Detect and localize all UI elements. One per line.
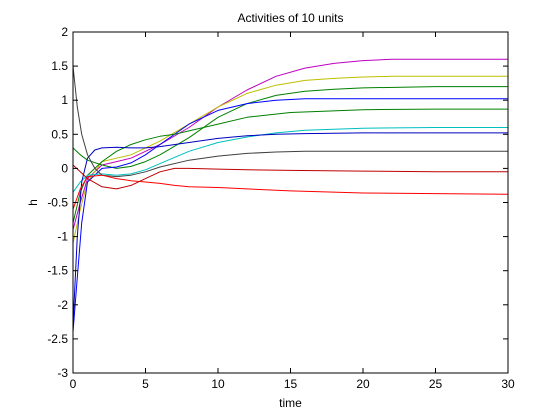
y-tick-label: -1.5 — [47, 264, 68, 278]
y-tick-label: 1.5 — [51, 59, 68, 73]
series-line-8 — [72, 66, 508, 178]
series-line-2 — [72, 75, 508, 244]
y-tick-label: 2 — [61, 25, 68, 39]
y-tick-label: 0 — [61, 161, 68, 175]
x-axis-ticks: 0 5 10 15 20 25 30 — [70, 32, 515, 391]
y-tick-label: -2.5 — [47, 332, 68, 346]
x-tick-label: 25 — [429, 377, 443, 391]
series-line-6 — [72, 127, 508, 193]
x-tick-label: 20 — [356, 377, 370, 391]
series-line-9 — [72, 174, 509, 210]
y-tick-label: 0.5 — [51, 127, 68, 141]
x-tick-label: 15 — [284, 377, 298, 391]
y-tick-label: -2 — [57, 298, 68, 312]
y-axis-label: h — [26, 199, 40, 206]
series-line-7 — [72, 132, 508, 326]
x-tick-label: 30 — [501, 377, 515, 391]
series-line-10 — [72, 164, 508, 190]
y-tick-label: -3 — [57, 366, 68, 380]
chart-title: Activities of 10 units — [237, 11, 343, 25]
series-lines — [72, 58, 509, 333]
series-line-3 — [72, 86, 508, 169]
y-tick-label: 1 — [61, 93, 68, 107]
y-tick-label: -0.5 — [47, 196, 68, 210]
x-tick-label: 0 — [70, 377, 77, 391]
x-tick-label: 5 — [142, 377, 149, 391]
x-tick-label: 10 — [211, 377, 225, 391]
series-line-4 — [72, 98, 508, 333]
y-tick-label: -1 — [57, 230, 68, 244]
x-axis-label: time — [279, 396, 302, 410]
y-axis-ticks: -3 -2.5 -2 -1.5 -1 -0.5 0 0.5 1 1.5 2 — [47, 25, 508, 380]
